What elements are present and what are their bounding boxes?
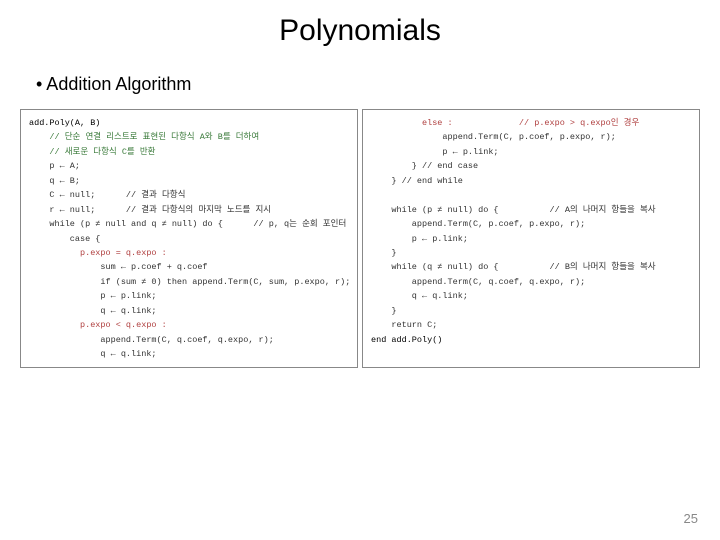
code-line: else : // p.expo > q.expo인 경우 (371, 118, 639, 128)
code-line: sum ← p.coef + q.coef (29, 262, 208, 272)
code-line: q ← q.link; (29, 306, 157, 316)
code-line: case { (29, 234, 100, 244)
code-line: while (p ≠ null) do { // A의 나머지 항들을 복사 (371, 205, 656, 215)
code-line: C ← null; // 결과 다항식 (29, 190, 185, 200)
code-line: q ← q.link; (371, 291, 468, 301)
code-line: p.expo < q.expo : (29, 320, 167, 330)
code-line: } (371, 248, 397, 258)
code-line: p ← A; (29, 161, 80, 171)
code-line: add.Poly(A, B) (29, 118, 100, 128)
code-line: append.Term(C, p.coef, p.expo, r); (371, 132, 616, 142)
code-line: p.expo = q.expo : (29, 248, 167, 258)
code-line: while (q ≠ null) do { // B의 나머지 항들을 복사 (371, 262, 656, 272)
code-line: while (p ≠ null and q ≠ null) do { // p,… (29, 219, 346, 229)
code-box-right: else : // p.expo > q.expo인 경우 append.Ter… (362, 109, 700, 368)
code-line: end add.Poly() (371, 335, 442, 345)
code-line: q ← B; (29, 176, 80, 186)
code-container: add.Poly(A, B) // 단순 연결 리스트로 표현된 다항식 A와 … (0, 95, 720, 368)
code-line: append.Term(C, q.coef, q.expo, r); (29, 335, 274, 345)
code-box-left: add.Poly(A, B) // 단순 연결 리스트로 표현된 다항식 A와 … (20, 109, 358, 368)
code-line: p ← p.link; (371, 147, 499, 157)
code-line: append.Term(C, q.coef, q.expo, r); (371, 277, 585, 287)
code-line: if (sum ≠ 0) then append.Term(C, sum, p.… (29, 277, 350, 287)
code-line: } // end case (371, 161, 478, 171)
code-line: } (371, 306, 397, 316)
code-comment: // 단순 연결 리스트로 표현된 다항식 A와 B를 더하여 (29, 132, 259, 142)
subtitle: • Addition Algorithm (0, 48, 720, 95)
code-line: return C; (371, 320, 437, 330)
code-line: r ← null; // 결과 다항식의 마지막 노드를 지시 (29, 205, 271, 215)
page-title: Polynomials (0, 0, 720, 48)
code-line: p ← p.link; (371, 234, 468, 244)
code-line: q ← q.link; (29, 349, 157, 359)
code-line: p ← p.link; (29, 291, 157, 301)
code-line: } // end while (371, 176, 463, 186)
code-comment: // 새로운 다항식 C를 반환 (29, 147, 156, 157)
page-number: 25 (684, 511, 698, 526)
code-line: append.Term(C, p.coef, p.expo, r); (371, 219, 585, 229)
